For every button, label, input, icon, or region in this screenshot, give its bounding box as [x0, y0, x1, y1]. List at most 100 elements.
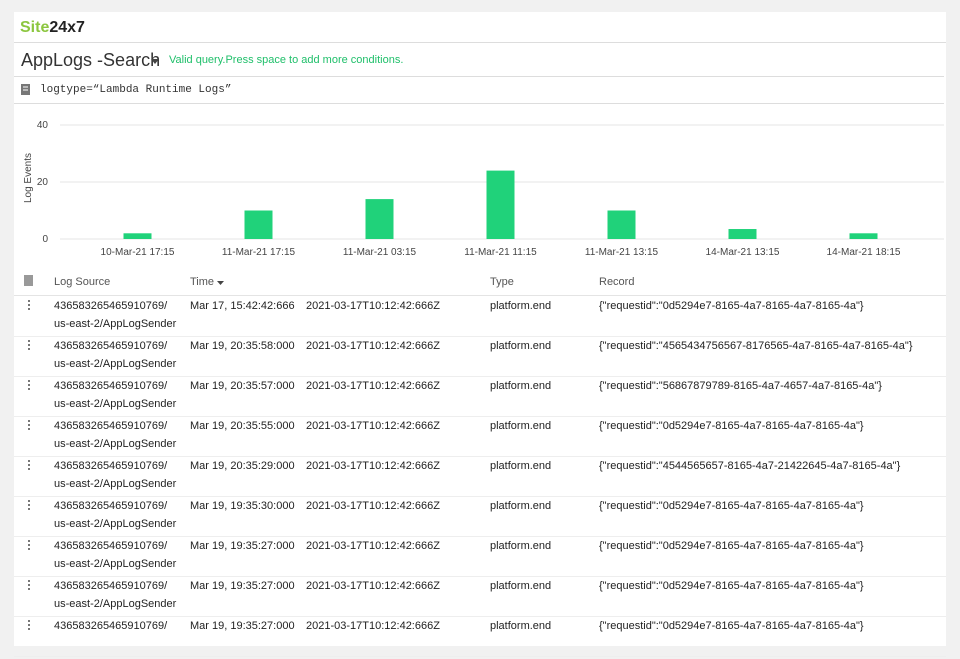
timestamp: 2021-03-17T10:12:42:666Z	[306, 620, 440, 632]
log-source: 436583265465910769/	[54, 420, 168, 432]
row-menu[interactable]	[28, 340, 32, 350]
log-source-name: us-east-2/AppLogSender	[54, 438, 177, 450]
logo-rest: 24x7	[49, 19, 85, 36]
record: {"requestid":"0d5294e7-8165-4a7-8165-4a7…	[599, 580, 864, 592]
timestamp: 2021-03-17T10:12:42:666Z	[306, 380, 440, 392]
record: {"requestid":"4565434756567-8176565-4a7-…	[599, 340, 913, 352]
query-status: Valid query.Press space to add more cond…	[169, 54, 404, 66]
type: platform.end	[490, 340, 552, 352]
type: platform.end	[490, 460, 552, 472]
type: platform.end	[490, 620, 552, 632]
row-menu[interactable]	[28, 500, 32, 510]
y-tick-label: 40	[37, 120, 49, 131]
x-tick-label: 11-Mar-21 03:15	[343, 247, 417, 258]
divider	[14, 42, 946, 43]
record: {"requestid":"0d5294e7-8165-4a7-8165-4a7…	[599, 620, 864, 632]
timestamp: 2021-03-17T10:12:42:666Z	[306, 500, 440, 512]
timestamp: 2021-03-17T10:12:42:666Z	[306, 540, 440, 552]
time: Mar 19, 19:35:30:000	[190, 500, 295, 512]
row-divider	[14, 536, 946, 537]
column-header[interactable]: Record	[599, 276, 635, 288]
search-title[interactable]: AppLogs -Search	[21, 50, 161, 70]
x-tick-label: 14-Mar-21 13:15	[706, 247, 780, 258]
timestamp: 2021-03-17T10:12:42:666Z	[306, 340, 440, 352]
log-source-name: us-east-2/AppLogSender	[54, 398, 177, 410]
time: Mar 19, 20:35:58:000	[190, 340, 295, 352]
query-text[interactable]: logtype=“Lambda Runtime Logs”	[40, 84, 232, 96]
log-source: 436583265465910769/	[54, 340, 168, 352]
column-header[interactable]: Type	[490, 276, 514, 288]
type: platform.end	[490, 420, 552, 432]
row-divider	[14, 376, 946, 377]
timestamp: 2021-03-17T10:12:42:666Z	[306, 420, 440, 432]
logo: Site24x7	[20, 19, 85, 37]
row-menu[interactable]	[28, 620, 32, 630]
type: platform.end	[490, 380, 552, 392]
row-menu[interactable]	[28, 380, 32, 390]
type: platform.end	[490, 540, 552, 552]
bar	[123, 233, 152, 239]
type: platform.end	[490, 580, 552, 592]
log-source: 436583265465910769/	[54, 540, 168, 552]
panel	[14, 12, 946, 646]
bar	[365, 199, 394, 239]
bar	[728, 229, 757, 239]
x-tick-label: 11-Mar-21 11:15	[464, 247, 537, 258]
time: Mar 19, 20:35:29:000	[190, 460, 295, 472]
column-header[interactable]: Log Source	[54, 276, 111, 288]
time: Mar 17, 15:42:42:666	[190, 300, 295, 312]
log-source: 436583265465910769/	[54, 500, 168, 512]
row-divider	[14, 456, 946, 457]
doc-icon	[21, 84, 30, 95]
log-source-name: us-east-2/AppLogSender	[54, 598, 177, 610]
row-divider	[14, 416, 946, 417]
row-divider	[14, 576, 946, 577]
bar	[486, 170, 515, 239]
log-source-name: us-east-2/AppLogSender	[54, 518, 177, 530]
query-bar[interactable]	[14, 76, 944, 104]
time: Mar 19, 19:35:27:000	[190, 580, 295, 592]
row-menu[interactable]	[28, 300, 32, 310]
row-menu[interactable]	[28, 460, 32, 470]
record: {"requestid":"56867879789-8165-4a7-4657-…	[599, 380, 882, 392]
timestamp: 2021-03-17T10:12:42:666Z	[306, 460, 440, 472]
sort-caret[interactable]	[217, 281, 225, 286]
record: {"requestid":"0d5294e7-8165-4a7-8165-4a7…	[599, 540, 864, 552]
bar	[244, 210, 273, 239]
timestamp: 2021-03-17T10:12:42:666Z	[306, 580, 440, 592]
log-source-name: us-east-2/AppLogSender	[54, 478, 177, 490]
log-source: 436583265465910769/	[54, 460, 168, 472]
log-source: 436583265465910769/	[54, 300, 168, 312]
y-tick-label: 20	[37, 177, 49, 188]
timestamp: 2021-03-17T10:12:42:666Z	[306, 300, 440, 312]
row-menu[interactable]	[28, 540, 32, 550]
bar	[607, 210, 636, 239]
record: {"requestid":"4544565657-8165-4a7-214226…	[599, 460, 901, 472]
chart: Log Events 0 20 40 10-Mar-21 17:15 11-Mar-21…	[23, 120, 944, 258]
logo-site: Site	[20, 19, 50, 36]
row-divider	[14, 336, 946, 337]
row-divider	[14, 616, 946, 617]
record: {"requestid":"0d5294e7-8165-4a7-8165-4a7…	[599, 300, 864, 312]
x-tick-label: 11-Mar-21 17:15	[222, 247, 296, 258]
column-header[interactable]: Time	[190, 276, 215, 288]
log-source-name: us-east-2/AppLogSender	[54, 558, 177, 570]
time: Mar 19, 20:35:57:000	[190, 380, 295, 392]
log-source-name: us-east-2/AppLogSender	[54, 358, 177, 370]
dropdown-caret[interactable]	[151, 59, 160, 65]
log-source: 436583265465910769/	[54, 620, 168, 632]
record: {"requestid":"0d5294e7-8165-4a7-8165-4a7…	[599, 500, 864, 512]
y-tick-label: 0	[42, 234, 48, 245]
row-menu[interactable]	[28, 580, 32, 590]
time: Mar 19, 20:35:55:000	[190, 420, 295, 432]
column-menu-icon[interactable]	[24, 275, 33, 286]
row-menu[interactable]	[28, 420, 32, 430]
log-source: 436583265465910769/	[54, 380, 168, 392]
row-divider	[14, 656, 946, 657]
bar	[849, 233, 878, 239]
type: platform.end	[490, 500, 552, 512]
x-tick-label: 11-Mar-21 13:15	[585, 247, 659, 258]
time: Mar 19, 19:35:27:000	[190, 540, 295, 552]
x-tick-label: 14-Mar-21 18:15	[827, 247, 901, 258]
